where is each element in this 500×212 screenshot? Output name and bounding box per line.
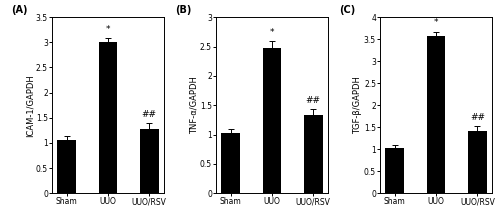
Text: ##: ## [306,96,321,105]
Text: (C): (C) [340,6,355,15]
Text: *: * [434,18,438,27]
Bar [98,42,117,193]
Bar [57,141,76,193]
Text: *: * [106,25,110,34]
Y-axis label: TGF-β/GAPDH: TGF-β/GAPDH [354,76,362,134]
Text: ##: ## [142,110,157,119]
Y-axis label: TNF-α/GAPDH: TNF-α/GAPDH [190,76,198,134]
Bar [468,131,486,193]
Bar [262,48,281,193]
Text: *: * [270,28,274,37]
Bar [140,129,158,193]
Text: ##: ## [470,113,485,122]
Text: (A): (A) [11,6,28,15]
Bar [221,133,240,193]
Bar [304,115,322,193]
Bar [426,36,446,193]
Text: (B): (B) [176,6,192,15]
Y-axis label: ICAM-1/GAPDH: ICAM-1/GAPDH [26,74,35,137]
Bar [386,148,404,193]
